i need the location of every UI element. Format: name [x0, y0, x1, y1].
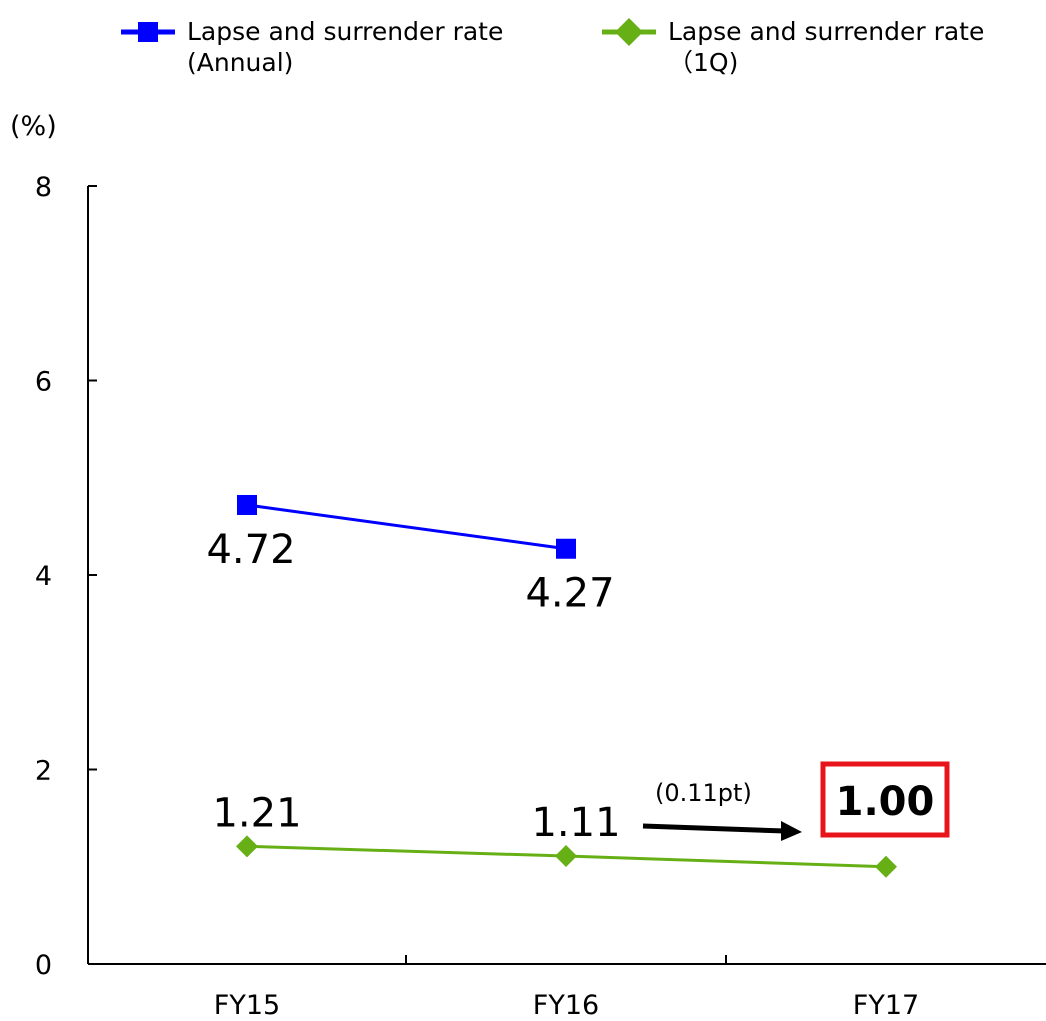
legend-annual-label-line2: (Annual)	[187, 48, 293, 77]
legend-item-1q: Lapse and surrender rate （1Q)	[602, 17, 984, 77]
y-tick-label: 8	[35, 172, 52, 203]
data-point	[555, 845, 577, 868]
data-label: 4.27	[525, 571, 614, 617]
change-arrow-shaft	[642, 823, 786, 834]
data-point	[875, 855, 897, 878]
data-label: 1.11	[531, 800, 620, 846]
data-label: 1.21	[212, 790, 301, 836]
change-annotation: (0.11pt)	[642, 779, 802, 841]
highlight-rect	[820, 761, 950, 838]
legend-annual-marker	[138, 22, 158, 42]
legend-annual-label-line1: Lapse and surrender rate	[187, 17, 503, 46]
data-point	[556, 538, 576, 559]
data-label: 4.72	[206, 527, 295, 573]
y-axis-unit: (%)	[10, 111, 57, 142]
data-point	[237, 494, 257, 515]
data-point	[236, 835, 258, 858]
y-tick-label: 0	[35, 950, 52, 981]
change-arrow-head	[781, 821, 802, 841]
change-text: (0.11pt)	[655, 779, 752, 807]
highlight-box: 1.00	[820, 761, 950, 838]
highlight-value: 1.00	[836, 779, 935, 825]
x-tick-label: FY16	[533, 990, 599, 1021]
legend-1q-label-line2: （1Q)	[668, 48, 738, 77]
series-annual: 4.72 4.27	[206, 494, 615, 617]
x-tick-label: FY15	[214, 990, 280, 1021]
legend-1q-label-line1: Lapse and surrender rate	[668, 17, 984, 46]
series-layer: 4.72 4.27 1.21 1.11	[206, 494, 897, 878]
x-tick-label: FY17	[853, 990, 919, 1021]
legend-item-annual: Lapse and surrender rate (Annual)	[121, 17, 503, 77]
x-axis-ticks: FY15 FY16 FY17	[214, 955, 919, 1021]
y-tick-label: 6	[35, 367, 52, 398]
legend-1q-marker	[615, 18, 643, 46]
y-tick-label: 4	[35, 561, 52, 592]
series-line	[246, 503, 567, 551]
y-tick-label: 2	[35, 756, 52, 787]
legend: Lapse and surrender rate (Annual) Lapse …	[121, 17, 984, 77]
y-axis-ticks: 0 2 4 6 8	[35, 172, 97, 981]
series-1q: 1.21 1.11	[212, 790, 897, 878]
